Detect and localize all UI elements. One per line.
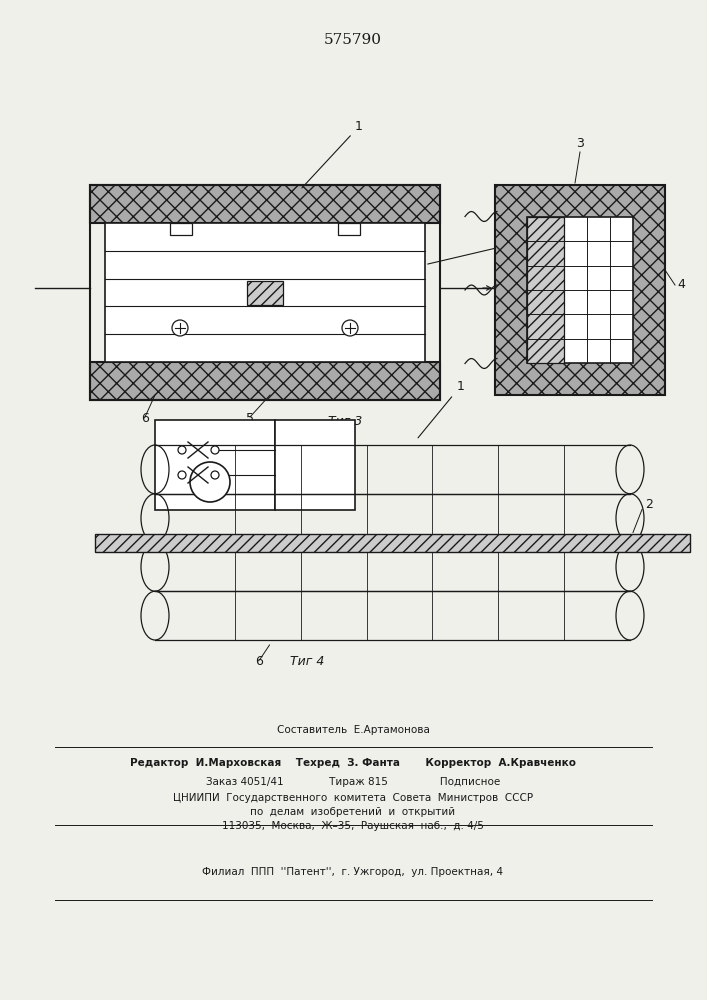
Bar xyxy=(90,185,440,400)
Text: по  делам  изобретений  и  открытий: по делам изобретений и открытий xyxy=(250,807,455,817)
Text: 113035,  Москва,  Ж–35,  Раушская  наб.,  д. 4/5: 113035, Москва, Ж–35, Раушская наб., д. … xyxy=(222,821,484,831)
Text: 575790: 575790 xyxy=(324,33,382,47)
Text: 4: 4 xyxy=(677,278,685,292)
Text: Составитель  Е.Артамонова: Составитель Е.Артамонова xyxy=(276,725,429,735)
Text: ЦНИИПИ  Государственного  комитета  Совета  Министров  СССР: ЦНИИПИ Государственного комитета Совета … xyxy=(173,793,533,803)
Text: Филиал  ППП  ''Патент'',  г. Ужгород,  ул. Проектная, 4: Филиал ППП ''Патент'', г. Ужгород, ул. П… xyxy=(202,867,503,877)
Circle shape xyxy=(178,446,186,454)
Bar xyxy=(495,185,665,395)
Text: 3: 3 xyxy=(576,137,584,150)
Text: Заказ 4051/41              Тираж 815                Подписное: Заказ 4051/41 Тираж 815 Подписное xyxy=(206,777,500,787)
Circle shape xyxy=(190,462,230,502)
Text: 6: 6 xyxy=(141,412,149,425)
Bar xyxy=(170,223,192,235)
Circle shape xyxy=(211,446,219,454)
Bar xyxy=(105,223,425,362)
Circle shape xyxy=(211,471,219,479)
Bar xyxy=(527,217,633,363)
Text: 5: 5 xyxy=(246,412,254,425)
Bar xyxy=(95,534,690,552)
Text: 2: 2 xyxy=(428,240,508,264)
Bar xyxy=(90,185,440,223)
Text: Τиг 4: Τиг 4 xyxy=(289,655,324,668)
Circle shape xyxy=(342,320,358,336)
Bar xyxy=(338,223,360,235)
Text: 2: 2 xyxy=(645,497,653,510)
Bar xyxy=(155,420,275,510)
Text: 1: 1 xyxy=(302,120,363,188)
Text: Редактор  И.Марховская    Техред  З. Фанта       Корректор  А.Кравченко: Редактор И.Марховская Техред З. Фанта Ко… xyxy=(130,758,576,768)
Circle shape xyxy=(178,471,186,479)
Bar xyxy=(527,217,564,363)
Bar xyxy=(247,281,283,305)
Bar xyxy=(275,420,355,510)
Circle shape xyxy=(172,320,188,336)
Text: Τиг 3: Τиг 3 xyxy=(328,415,362,428)
Text: 6: 6 xyxy=(255,655,264,668)
Bar xyxy=(90,362,440,400)
Text: 1: 1 xyxy=(418,380,464,438)
